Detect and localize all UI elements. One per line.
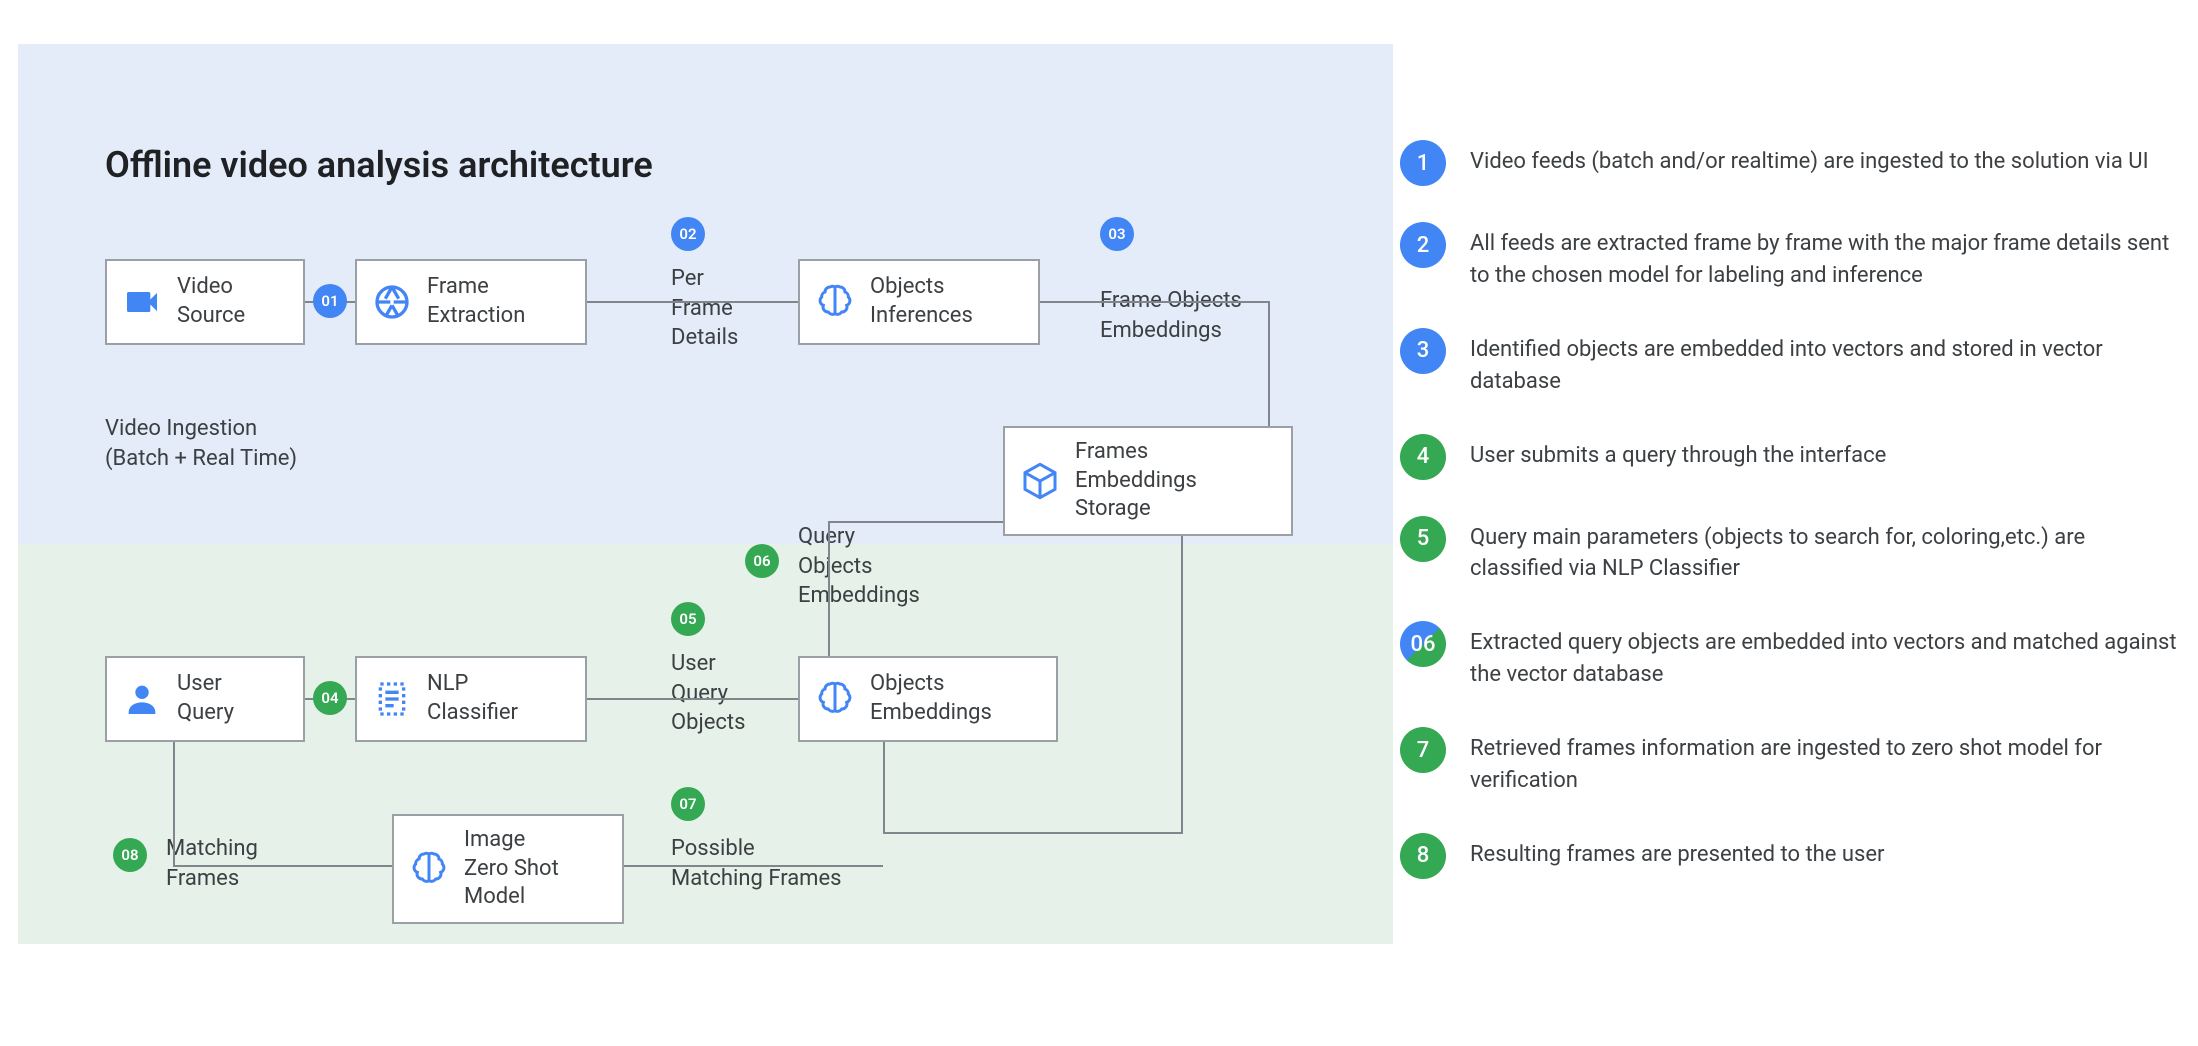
legend-number: 2 [1400,222,1446,268]
doc-icon [371,678,413,720]
legend-text: Resulting frames are presented to the us… [1470,833,1885,871]
node-label: VideoSource [177,273,245,330]
step-badge-07: 07 [671,787,705,821]
brain-icon [814,281,856,323]
step-badge-04: 04 [313,681,347,715]
legend-item-4: 4 User submits a query through the interf… [1400,434,2180,480]
node-video-source: VideoSource [105,259,305,345]
step-badge-02: 02 [671,217,705,251]
node-frames-store: FramesEmbeddingsStorage [1003,426,1293,536]
legend-number: 1 [1400,140,1446,186]
legend-item-1: 1 Video feeds (batch and/or realtime) are… [1400,140,2180,186]
connector [883,742,885,834]
legend-number: 7 [1400,727,1446,773]
label-per-frame: PerFrameDetails [671,264,738,353]
connector [1181,536,1183,832]
legend-text: User submits a query through the interfa… [1470,434,1886,472]
legend-number: 5 [1400,516,1446,562]
label-user-query-obj: UserQueryObjects [671,649,746,738]
legend-text: All feeds are extracted frame by frame w… [1470,222,2180,292]
step-badge-01: 01 [313,284,347,318]
connector [587,698,798,700]
legend-number: 4 [1400,434,1446,480]
node-label: ImageZero ShotModel [464,826,559,912]
legend-text: Retrieved frames information are ingeste… [1470,727,2180,797]
step-badge-03: 03 [1100,217,1134,251]
connector [587,301,798,303]
connector [883,832,1183,834]
step-badge-05: 05 [671,602,705,636]
legend-item-06: 06 Extracted query objects are embedded i… [1400,621,2180,691]
node-obj-embed: ObjectsEmbeddings [798,656,1058,742]
legend-text: Video feeds (batch and/or realtime) are … [1470,140,2149,178]
node-zero-shot: ImageZero ShotModel [392,814,624,924]
legend-item-2: 2 All feeds are extracted frame by frame … [1400,222,2180,292]
connector [1040,301,1268,303]
legend-item-5: 5 Query main parameters (objects to searc… [1400,516,2180,586]
node-label: FramesEmbeddingsStorage [1075,438,1197,524]
node-label: FrameExtraction [427,273,525,330]
label-frame-obj-embed: Frame ObjectsEmbeddings [1100,286,1242,345]
step-badge-08: 08 [113,838,147,872]
node-label: ObjectsEmbeddings [870,670,992,727]
storage-icon [1019,460,1061,502]
legend-item-7: 7 Retrieved frames information are ingest… [1400,727,2180,797]
connector [1268,301,1270,426]
legend-text: Query main parameters (objects to search… [1470,516,2180,586]
aperture-icon [371,281,413,323]
node-obj-infer: ObjectsInferences [798,259,1040,345]
connector [173,865,392,867]
label-query-obj-embed: QueryObjectsEmbeddings [798,522,920,611]
camera-icon [121,281,163,323]
legend-item-3: 3 Identified objects are embedded into ve… [1400,328,2180,398]
legend-number: 3 [1400,328,1446,374]
connector [828,521,830,656]
connector [173,742,175,865]
legend-number: 06 [1400,621,1446,667]
legend-number: 8 [1400,833,1446,879]
legend-item-8: 8 Resulting frames are presented to the u… [1400,833,2180,879]
brain-icon [814,678,856,720]
connector [828,521,1003,523]
diagram-title: Offline video analysis architecture [105,144,653,186]
legend-text: Identified objects are embedded into vec… [1470,328,2180,398]
label-matching-frames: MatchingFrames [166,834,258,893]
node-frame-extract: FrameExtraction [355,259,587,345]
legend-list: 1 Video feeds (batch and/or realtime) are… [1400,140,2180,915]
node-nlp-classifier: NLPClassifier [355,656,587,742]
legend-text: Extracted query objects are embedded int… [1470,621,2180,691]
step-badge-06: 06 [745,544,779,578]
node-label: NLPClassifier [427,670,518,727]
user-icon [121,678,163,720]
label-possible-match: PossibleMatching Frames [671,834,842,893]
node-user-query: UserQuery [105,656,305,742]
connector [624,865,883,867]
label-ingestion: Video Ingestion(Batch + Real Time) [105,414,297,473]
node-label: ObjectsInferences [870,273,973,330]
architecture-diagram: Offline video analysis architecture Vide… [18,44,1393,944]
brain-icon [408,848,450,890]
node-label: UserQuery [177,670,234,727]
